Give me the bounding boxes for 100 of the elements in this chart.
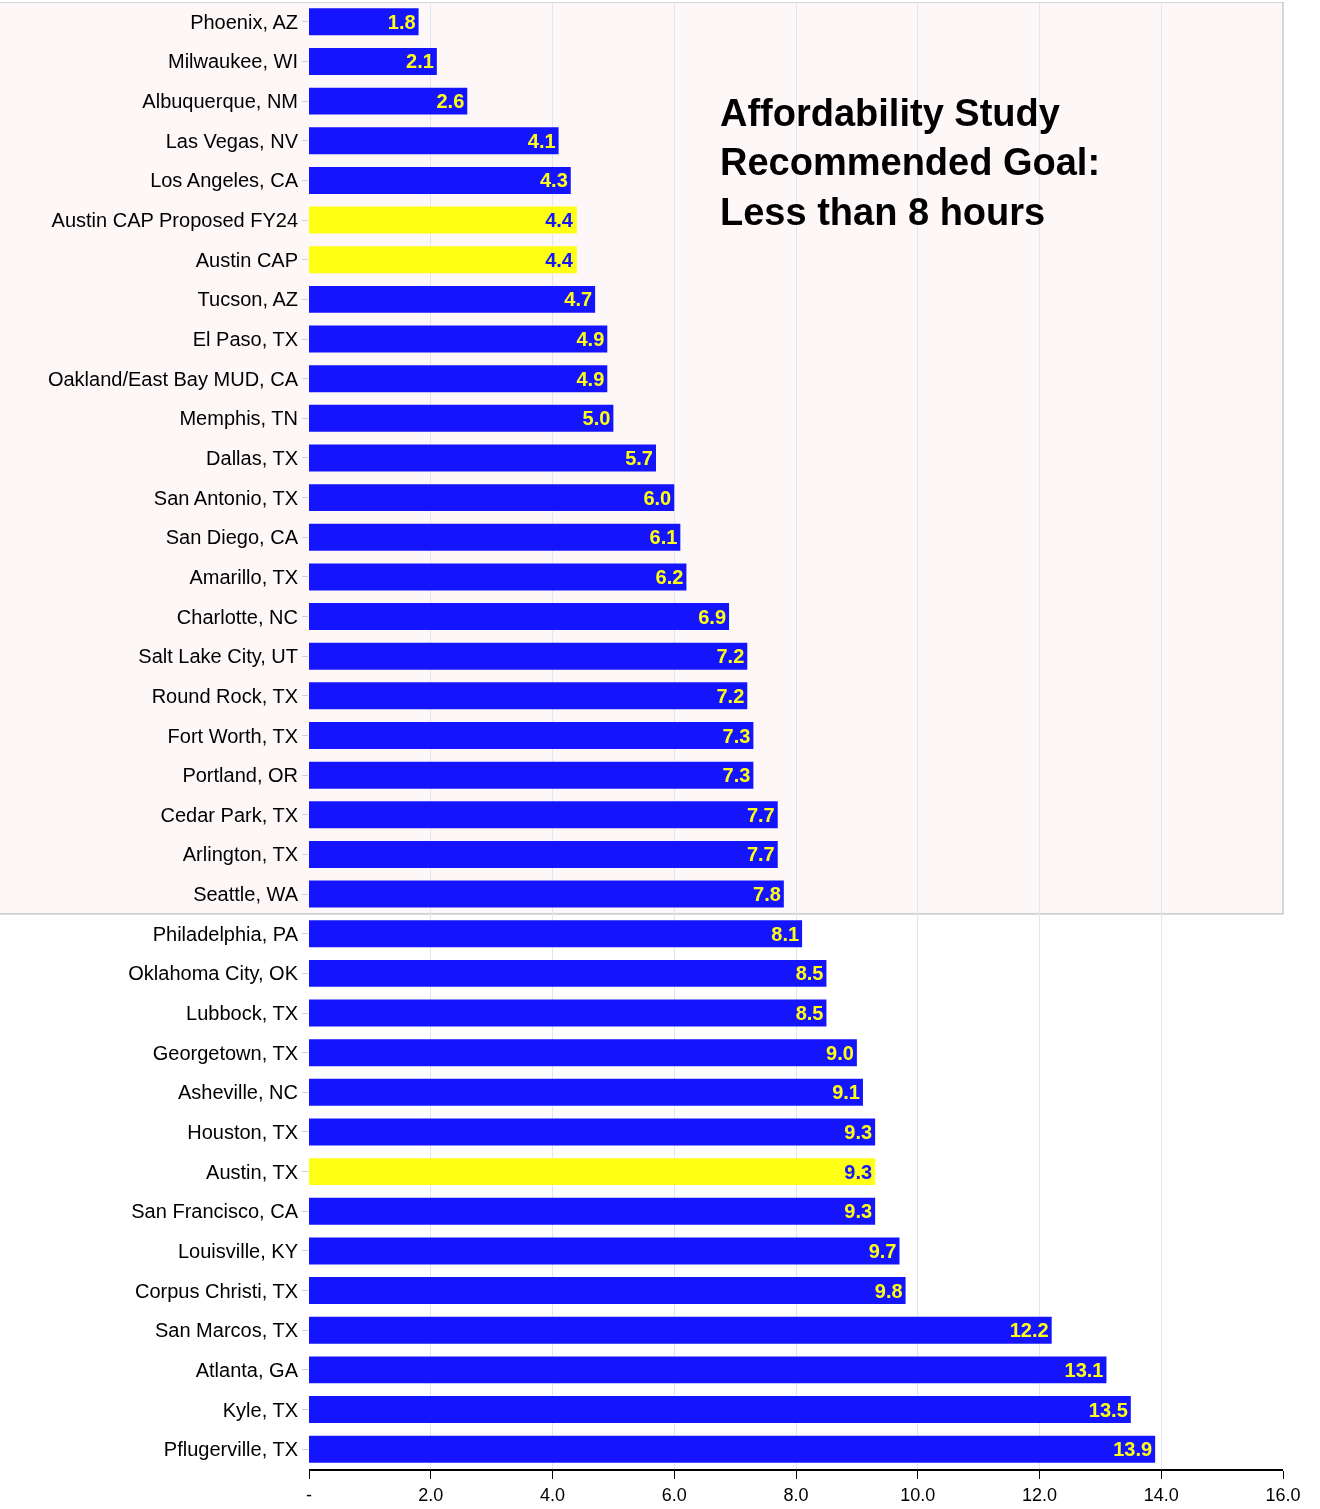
- bar: [309, 523, 681, 551]
- bar: [309, 563, 687, 591]
- bar: [309, 1356, 1107, 1384]
- data-label: 9.8: [874, 1279, 903, 1302]
- data-label: 13.9: [1113, 1438, 1153, 1461]
- y-tick-label: Dallas, TX: [206, 446, 298, 469]
- y-tick-label: Memphis, TN: [179, 407, 298, 430]
- data-label: 13.1: [1064, 1358, 1104, 1381]
- y-tick-label: Los Angeles, CA: [150, 169, 299, 192]
- data-label: 13.5: [1088, 1398, 1128, 1421]
- bar: [309, 1118, 876, 1146]
- data-label: 7.2: [716, 684, 745, 707]
- bar: [309, 801, 778, 829]
- bar: [309, 1316, 1052, 1344]
- data-label: 4.4: [545, 209, 574, 232]
- data-label: 9.3: [844, 1120, 873, 1143]
- y-tick-label: Milwaukee, WI: [167, 50, 298, 73]
- x-tick-label: 10.0: [900, 1484, 936, 1505]
- y-tick-label: Charlotte, NC: [176, 605, 298, 628]
- data-label: 4.7: [564, 288, 593, 311]
- data-label: 4.3: [539, 169, 568, 192]
- bar: [309, 47, 437, 75]
- data-label: 12.2: [1009, 1319, 1049, 1342]
- x-tick-label: 12.0: [1021, 1484, 1058, 1505]
- y-tick-label: Kyle, TX: [222, 1398, 298, 1421]
- bar: [309, 761, 754, 789]
- bar: [309, 1237, 900, 1265]
- data-label: 8.5: [795, 962, 824, 985]
- bar: [309, 166, 571, 194]
- bar: [309, 1039, 857, 1067]
- y-tick-label: San Francisco, CA: [131, 1200, 299, 1223]
- bar: [309, 880, 784, 908]
- data-label: 6.2: [655, 565, 684, 588]
- annotation: Affordability Study Recommended Goal: Less than 8 hours: [720, 92, 1101, 233]
- y-tick-label: Austin CAP: [195, 248, 298, 271]
- y-tick-label: Round Rock, TX: [151, 684, 298, 707]
- bar: [309, 642, 748, 670]
- bar: [309, 1277, 906, 1305]
- y-tick-label: San Diego, CA: [165, 526, 299, 549]
- y-tick-label: Lubbock, TX: [186, 1002, 298, 1025]
- data-label: 4.9: [576, 367, 605, 390]
- bar: [309, 920, 803, 948]
- data-label: 6.1: [649, 526, 678, 549]
- data-label: 5.7: [625, 446, 653, 469]
- bar: [309, 1396, 1131, 1424]
- data-label: 1.8: [387, 10, 416, 33]
- y-tick-label: Phoenix, AZ: [190, 10, 298, 33]
- y-tick-label: Atlanta, GA: [195, 1358, 299, 1381]
- bar: [309, 365, 608, 393]
- y-tick-label: Salt Lake City, UT: [138, 645, 298, 668]
- x-tick-label: 14.0: [1143, 1484, 1179, 1505]
- data-label: 4.9: [576, 328, 605, 351]
- bar: [309, 484, 675, 512]
- y-tick-label: Amarillo, TX: [189, 565, 298, 588]
- y-tick-label: Fort Worth, TX: [167, 724, 298, 747]
- y-tick-label: Arlington, TX: [182, 843, 298, 866]
- bar: [309, 87, 468, 115]
- data-label: 4.1: [527, 129, 556, 152]
- data-label: 7.7: [746, 803, 775, 826]
- bar: [309, 1197, 876, 1225]
- y-tick-label: Oklahoma City, OK: [128, 962, 299, 985]
- bar: [309, 285, 596, 313]
- bar: [309, 246, 577, 274]
- y-tick-label: Houston, TX: [187, 1120, 298, 1143]
- data-label: 4.4: [545, 248, 574, 271]
- data-label: 7.3: [722, 724, 751, 747]
- y-tick-label: Cedar Park, TX: [160, 803, 298, 826]
- bar: [309, 444, 656, 472]
- data-label: 5.0: [582, 407, 611, 430]
- y-tick-label: Oakland/East Bay MUD, CA: [47, 367, 299, 390]
- data-label: 2.6: [436, 90, 465, 113]
- x-tick-label: 4.0: [539, 1484, 566, 1505]
- bar: [309, 682, 748, 710]
- y-tick-label: San Antonio, TX: [153, 486, 298, 509]
- data-label: 9.3: [844, 1200, 873, 1223]
- x-tick-label: 6.0: [661, 1484, 687, 1505]
- data-label: 9.7: [868, 1239, 897, 1262]
- bar: [309, 1435, 1156, 1463]
- data-label: 6.0: [643, 486, 672, 509]
- y-tick-label: Pflugerville, TX: [163, 1438, 298, 1461]
- bar: [309, 404, 614, 432]
- y-tick-label: Corpus Christi, TX: [134, 1279, 298, 1302]
- bar: [309, 840, 778, 868]
- data-label: 7.3: [722, 764, 751, 787]
- bar: [309, 999, 827, 1027]
- y-tick-label: Albuquerque, NM: [142, 90, 298, 113]
- y-tick-label: Austin CAP Proposed FY24: [51, 209, 298, 232]
- bar: [309, 325, 608, 353]
- y-tick-label: Georgetown, TX: [152, 1041, 298, 1064]
- data-label: 8.1: [771, 922, 800, 945]
- bar: [309, 959, 827, 987]
- data-label: 9.0: [826, 1041, 854, 1064]
- y-tick-label: Asheville, NC: [177, 1081, 298, 1104]
- data-label: 7.2: [716, 645, 745, 668]
- bar: [309, 1078, 863, 1106]
- bar: [309, 603, 730, 631]
- y-tick-label: El Paso, TX: [192, 328, 298, 351]
- data-label: 8.5: [795, 1002, 824, 1025]
- y-tick-label: San Marcos, TX: [154, 1319, 298, 1342]
- y-tick-label: Portland, OR: [182, 764, 298, 787]
